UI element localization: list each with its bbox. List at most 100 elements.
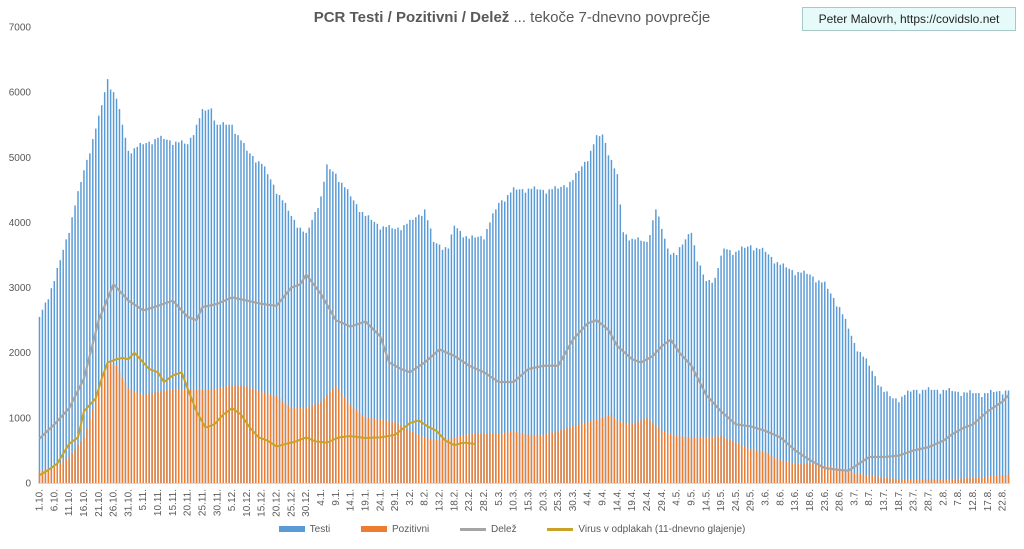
- bar-pozitivni: [47, 468, 50, 483]
- bar-testi: [705, 281, 707, 483]
- bar-pozitivni: [545, 434, 547, 483]
- bar-pozitivni: [524, 434, 527, 483]
- bar-testi: [548, 189, 550, 483]
- bar-pozitivni: [643, 419, 645, 483]
- bar-testi: [228, 124, 230, 483]
- bar-testi: [598, 136, 601, 483]
- bar-testi: [622, 232, 625, 483]
- bar-pozitivni: [112, 364, 115, 483]
- bar-testi: [901, 396, 903, 483]
- bar-testi: [373, 221, 376, 483]
- bar-pozitivni: [533, 434, 536, 483]
- bar-pozitivni: [649, 420, 651, 483]
- bar-pozitivni: [666, 432, 669, 483]
- bar-pozitivni: [527, 434, 530, 483]
- bar-testi: [889, 396, 891, 483]
- bar-testi: [157, 137, 159, 483]
- bar-pozitivni: [471, 434, 473, 483]
- bar-pozitivni: [329, 391, 331, 483]
- bar-pozitivni: [361, 415, 364, 483]
- bar-testi: [569, 181, 571, 484]
- bar-testi: [352, 200, 355, 483]
- bar-pozitivni: [586, 421, 589, 483]
- bar-testi: [409, 219, 411, 483]
- bar-testi: [195, 124, 198, 483]
- bar-pozitivni: [847, 471, 850, 483]
- bar-testi: [832, 297, 835, 483]
- bar-pozitivni: [619, 421, 622, 483]
- bar-testi: [278, 195, 281, 483]
- bar-pozitivni: [829, 466, 832, 483]
- bar-pozitivni: [462, 435, 464, 483]
- bar-testi: [109, 89, 112, 483]
- bar-pozitivni: [604, 416, 607, 483]
- bar-pozitivni: [418, 434, 420, 483]
- bar-pozitivni: [252, 388, 254, 483]
- bar-pozitivni: [661, 430, 663, 483]
- bar-testi: [978, 393, 980, 483]
- bar-pozitivni: [738, 443, 740, 483]
- bar-pozitivni: [373, 418, 376, 483]
- bar-pozitivni: [729, 440, 731, 483]
- bar-pozitivni: [178, 389, 180, 483]
- bar-pozitivni: [77, 445, 79, 483]
- bar-pozitivni: [838, 468, 841, 483]
- bar-pozitivni: [782, 460, 785, 483]
- bar-pozitivni: [352, 407, 355, 483]
- bar-pozitivni: [1007, 474, 1010, 483]
- bar-testi: [178, 142, 180, 483]
- bar-pozitivni: [687, 437, 690, 483]
- x-tick-label: 30.11.: [212, 489, 223, 516]
- bar-pozitivni: [240, 386, 242, 483]
- bar-testi: [883, 391, 885, 483]
- bar-testi: [106, 79, 109, 483]
- x-tick-label: 30.12.: [301, 489, 312, 517]
- bar-pozitivni: [68, 456, 70, 483]
- bar-testi: [524, 192, 527, 483]
- bar-testi: [62, 249, 64, 483]
- bar-pozitivni: [225, 386, 227, 483]
- x-tick-label: 20.11.: [183, 489, 194, 516]
- bar-testi: [770, 256, 773, 483]
- bar-pozitivni: [435, 440, 438, 483]
- bar-testi: [382, 226, 384, 483]
- bar-testi: [773, 263, 776, 483]
- bar-testi: [655, 209, 657, 483]
- bar-pozitivni: [776, 458, 779, 483]
- legend-label-pozitivni: Pozitivni: [391, 524, 430, 535]
- bar-pozitivni: [708, 437, 710, 483]
- bar-pozitivni: [723, 437, 725, 483]
- bar-pozitivni: [859, 474, 862, 483]
- x-tick-label: 8.6.: [775, 489, 786, 506]
- bar-testi: [649, 235, 651, 483]
- bar-pozitivni: [518, 432, 521, 483]
- bar-pozitivni: [972, 477, 974, 483]
- bar-testi: [38, 316, 41, 483]
- bar-testi: [272, 184, 275, 483]
- bar-testi: [89, 153, 91, 483]
- bar-pozitivni: [216, 388, 219, 483]
- bar-testi: [59, 260, 61, 483]
- bar-testi: [927, 387, 930, 483]
- x-tick-label: 23.6.: [820, 489, 831, 511]
- bar-pozitivni: [53, 466, 56, 483]
- bar-testi: [456, 228, 459, 483]
- bar-pozitivni: [655, 425, 657, 483]
- bar-pozitivni: [83, 437, 85, 483]
- bar-pozitivni: [625, 422, 627, 483]
- bar-testi: [601, 134, 604, 483]
- bar-testi: [942, 389, 945, 483]
- legend-item-virus: Virus v odplakah (11-dnevno glajenje): [547, 524, 745, 535]
- bar-testi: [930, 389, 933, 483]
- bar-testi: [355, 204, 358, 483]
- bar-testi: [495, 209, 497, 483]
- bar-pozitivni: [942, 479, 945, 483]
- bar-pozitivni: [1004, 474, 1007, 483]
- bar-testi: [912, 389, 915, 483]
- bar-testi: [311, 219, 313, 483]
- bar-testi: [972, 393, 974, 483]
- bar-testi: [391, 228, 393, 483]
- legend-item-testi: Testi: [278, 524, 330, 535]
- bar-testi: [172, 144, 174, 483]
- bar-pozitivni: [71, 453, 73, 483]
